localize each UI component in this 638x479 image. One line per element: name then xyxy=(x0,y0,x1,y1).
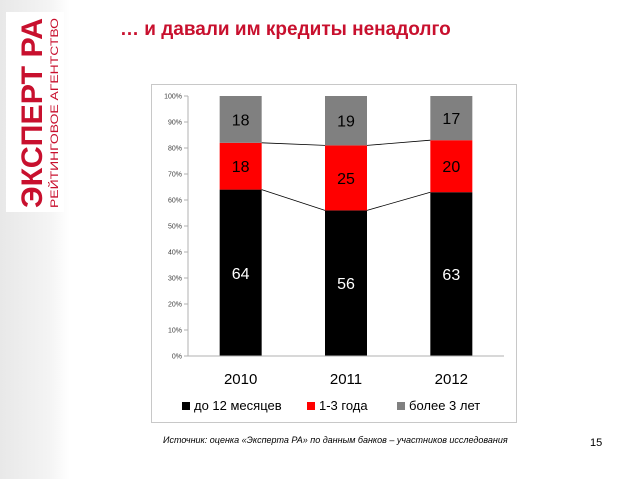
data-label: 64 xyxy=(232,266,250,283)
bar-segment xyxy=(219,189,262,356)
data-label: 18 xyxy=(232,159,250,176)
bar-segment xyxy=(325,145,367,211)
data-label: 56 xyxy=(337,276,355,293)
svg-text:ЭКСПЕРТ РА: ЭКСПЕРТ РА xyxy=(16,18,49,208)
bar-segment xyxy=(219,96,262,143)
bar-segment xyxy=(430,140,473,193)
y-tick-label: 100% xyxy=(164,94,182,101)
svg-text:РЕЙТИНГОВОЕ АГЕНТСТВО: РЕЙТИНГОВОЕ АГЕНТСТВО xyxy=(48,17,61,208)
y-tick-label: 30% xyxy=(168,276,182,283)
data-label: 20 xyxy=(442,159,460,176)
y-tick-label: 90% xyxy=(168,120,182,127)
expert-ra-logo: ЭКСПЕРТ РА РЕЙТИНГОВОЕ АГЕНТСТВО xyxy=(6,12,64,212)
stacked-bar-chart: 0% 10% 20% 30% 40% 50% 60% 70% 80% 90% 100% 64 18 18 2… xyxy=(164,94,504,413)
bar-segment xyxy=(430,96,473,141)
y-tick-label: 80% xyxy=(168,146,182,153)
y-tick-label: 60% xyxy=(168,198,182,205)
y-tick-label: 0% xyxy=(172,354,182,361)
legend-swatch xyxy=(182,402,190,410)
y-tick-label: 40% xyxy=(168,250,182,257)
bar-segment xyxy=(325,210,367,356)
x-category-label: 2010 xyxy=(224,371,257,388)
data-label: 63 xyxy=(442,267,460,284)
series-connector-line xyxy=(261,142,326,146)
legend-swatch xyxy=(307,402,315,410)
page-number: 15 xyxy=(590,437,603,449)
legend-swatch xyxy=(397,402,405,410)
y-tick-label: 20% xyxy=(168,302,182,309)
chart-frame: 0% 10% 20% 30% 40% 50% 60% 70% 80% 90% 100% 64 18 18 2… xyxy=(151,84,517,423)
bar-segment xyxy=(325,96,367,146)
bar-segment xyxy=(430,192,473,356)
y-tick-label: 10% xyxy=(168,328,182,335)
legend-label: 1-3 года xyxy=(319,398,368,413)
bar-segment xyxy=(219,142,262,190)
series-connector-line xyxy=(366,191,431,211)
x-category-label: 2012 xyxy=(435,371,468,388)
y-tick-label: 70% xyxy=(168,172,182,179)
data-label: 25 xyxy=(337,171,355,188)
legend-label: более 3 лет xyxy=(409,398,480,413)
data-label: 19 xyxy=(337,114,355,131)
source-note: Источник: оценка «Эксперта РА» по данным… xyxy=(163,435,508,445)
y-tick-label: 50% xyxy=(168,224,182,231)
series-connector-line xyxy=(261,189,326,211)
slide-title: … и давали им кредиты ненадолго xyxy=(120,19,451,40)
x-category-label: 2011 xyxy=(330,371,362,388)
legend-label: до 12 месяцев xyxy=(194,398,282,413)
data-label: 18 xyxy=(232,112,250,129)
series-connector-line xyxy=(366,139,431,146)
data-label: 17 xyxy=(442,111,460,128)
